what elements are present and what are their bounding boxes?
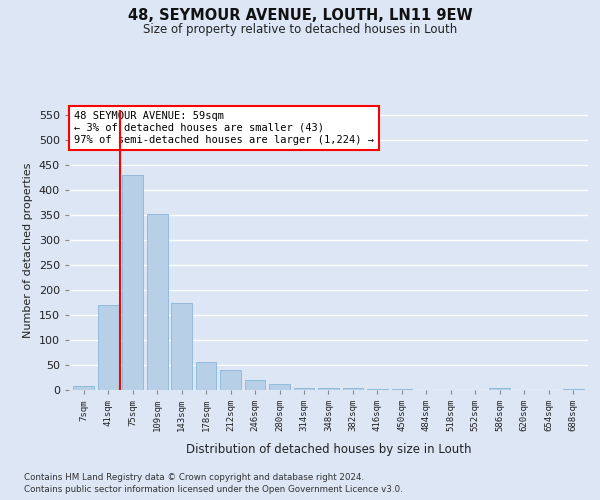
Text: 48, SEYMOUR AVENUE, LOUTH, LN11 9EW: 48, SEYMOUR AVENUE, LOUTH, LN11 9EW: [128, 8, 472, 22]
Bar: [122, 175, 143, 390]
Y-axis label: Number of detached properties: Number of detached properties: [23, 162, 33, 338]
Bar: [98, 305, 119, 390]
Bar: [220, 370, 241, 390]
Bar: [171, 302, 192, 390]
Bar: [147, 214, 167, 390]
Text: 48 SEYMOUR AVENUE: 59sqm
← 3% of detached houses are smaller (43)
97% of semi-de: 48 SEYMOUR AVENUE: 59sqm ← 3% of detache…: [74, 112, 374, 144]
Bar: [269, 384, 290, 390]
Text: Contains public sector information licensed under the Open Government Licence v3: Contains public sector information licen…: [24, 485, 403, 494]
Bar: [392, 389, 412, 390]
Text: Contains HM Land Registry data © Crown copyright and database right 2024.: Contains HM Land Registry data © Crown c…: [24, 472, 364, 482]
Text: Size of property relative to detached houses in Louth: Size of property relative to detached ho…: [143, 22, 457, 36]
Bar: [563, 388, 584, 390]
Bar: [343, 388, 364, 390]
Bar: [73, 386, 94, 390]
Bar: [367, 388, 388, 390]
Bar: [293, 388, 314, 390]
Bar: [196, 362, 217, 390]
Bar: [490, 388, 510, 390]
Bar: [318, 388, 339, 390]
Text: Distribution of detached houses by size in Louth: Distribution of detached houses by size …: [186, 442, 472, 456]
Bar: [245, 380, 265, 390]
